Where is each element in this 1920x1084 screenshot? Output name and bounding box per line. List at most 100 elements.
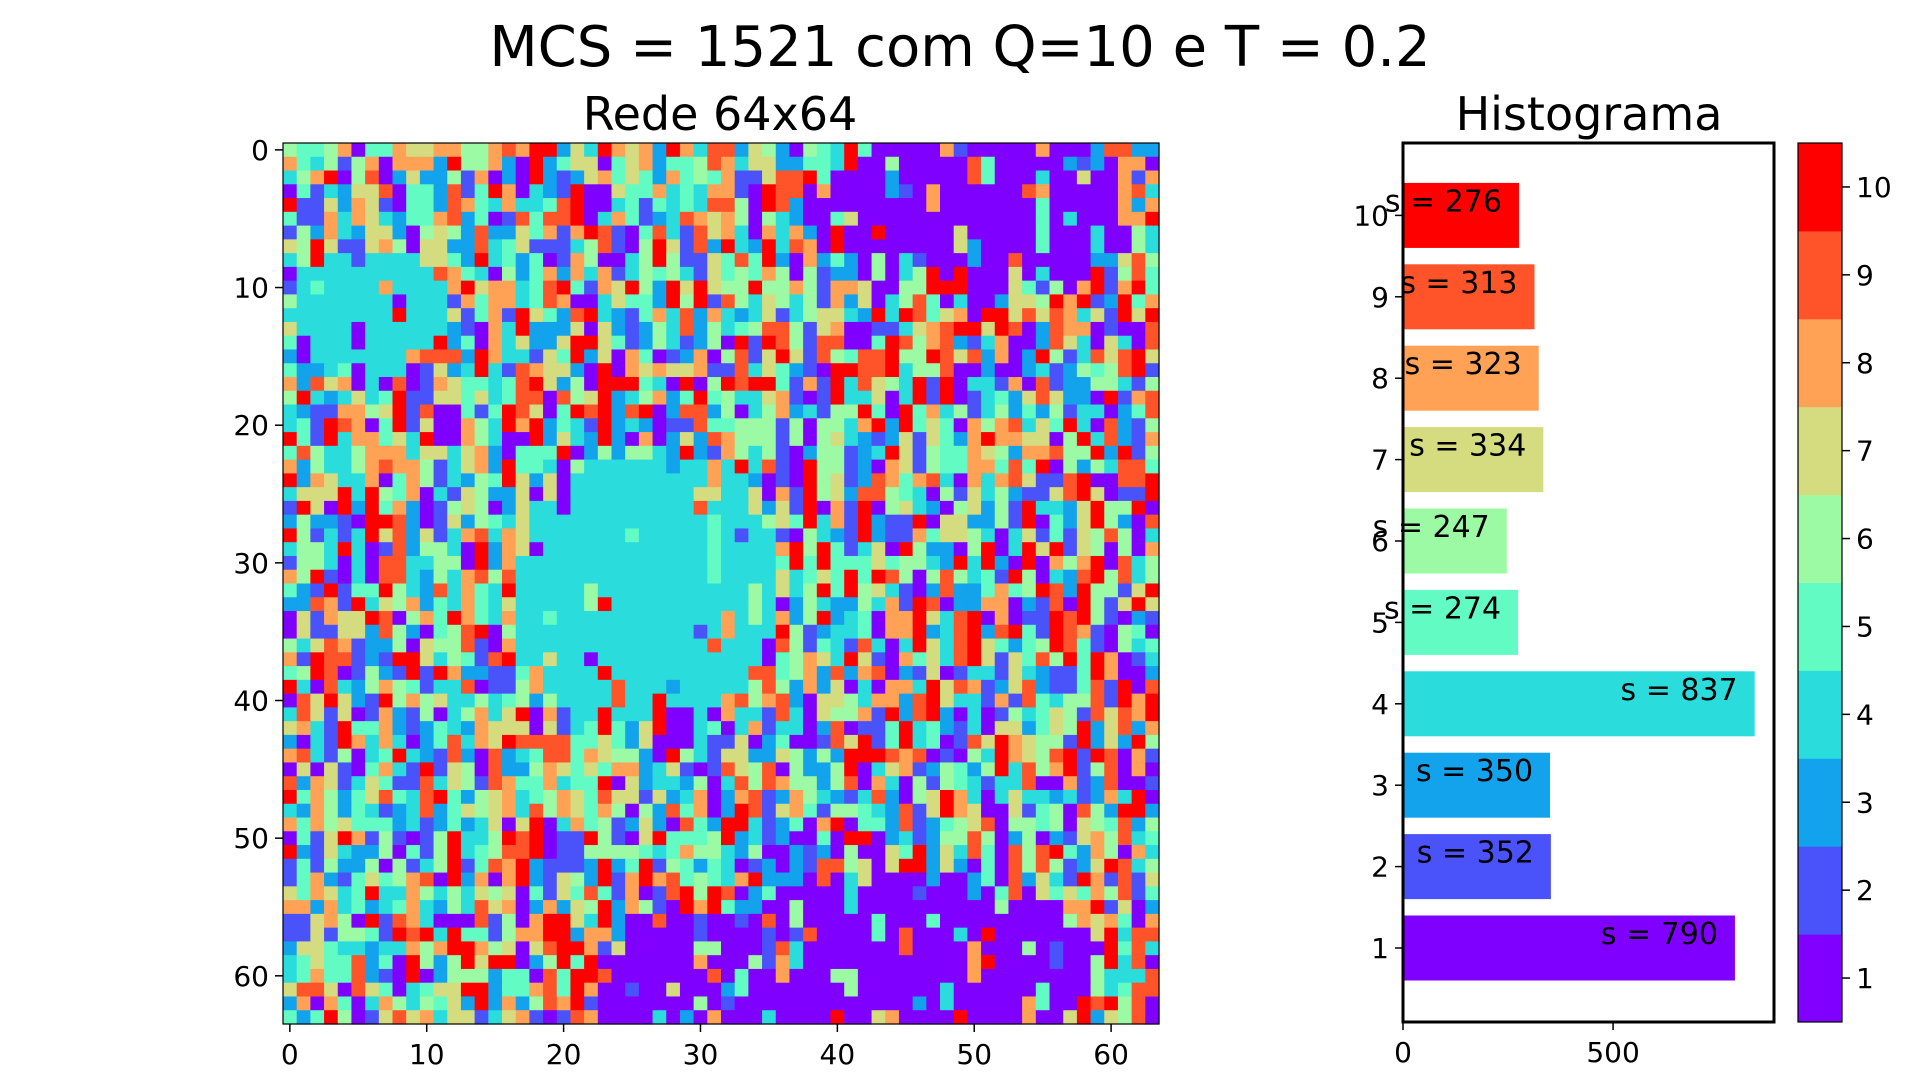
lattice-cell: [351, 225, 366, 240]
lattice-cell: [994, 858, 1010, 874]
lattice-cell: [515, 143, 530, 158]
lattice-cell: [324, 294, 339, 309]
lattice-cell: [1090, 968, 1105, 984]
lattice-cell: [283, 225, 298, 240]
lattice-cell: [898, 652, 914, 667]
lattice-cell: [693, 583, 708, 598]
lattice-cell: [296, 170, 311, 185]
lattice-cell: [844, 913, 859, 929]
lattice-cell: [981, 872, 996, 887]
lattice-cell: [734, 831, 749, 846]
lattice-cell: [488, 335, 503, 351]
lattice-x-tick-label: 20: [546, 1038, 582, 1071]
lattice-cell: [638, 239, 654, 254]
lattice-cell: [994, 542, 1010, 557]
lattice-cell: [419, 611, 435, 626]
lattice-cell: [365, 611, 380, 626]
lattice-cell: [502, 789, 517, 805]
lattice-cell: [1145, 693, 1160, 708]
lattice-cell: [803, 280, 818, 296]
lattice-cell: [474, 377, 489, 392]
lattice-cell: [1035, 225, 1051, 240]
lattice-cell: [502, 707, 517, 722]
lattice-cell: [570, 225, 585, 240]
lattice-cell: [1049, 542, 1064, 557]
lattice-cell: [296, 900, 311, 915]
lattice-cell: [666, 500, 681, 516]
lattice-cell: [789, 445, 804, 461]
lattice-cell: [885, 514, 900, 530]
lattice-cell: [351, 335, 366, 351]
lattice-cell: [337, 776, 353, 791]
lattice-cell: [597, 445, 613, 461]
lattice-cell: [789, 968, 804, 984]
lattice-cell: [378, 803, 394, 819]
lattice-cell: [529, 432, 544, 447]
lattice-cell: [1035, 638, 1051, 653]
lattice-cell: [474, 900, 489, 915]
lattice-cell: [543, 432, 558, 447]
lattice-cell: [857, 941, 873, 956]
lattice-cell: [679, 707, 695, 722]
lattice-cell: [543, 638, 558, 653]
lattice-cell: [652, 624, 667, 640]
lattice-cell: [296, 225, 311, 240]
lattice-cell: [556, 321, 572, 337]
lattice-cell: [994, 500, 1010, 516]
lattice-cell: [693, 377, 708, 392]
lattice-cell: [433, 845, 448, 860]
lattice-cell: [419, 294, 435, 309]
lattice-cell: [419, 514, 435, 530]
lattice-cell: [1090, 886, 1105, 901]
lattice-cell: [1035, 377, 1051, 392]
lattice-cell: [1022, 418, 1037, 433]
lattice-cell: [994, 170, 1010, 185]
lattice-cell: [584, 211, 599, 227]
lattice-cell: [912, 845, 927, 860]
lattice-cell: [515, 858, 530, 874]
lattice-cell: [1145, 789, 1160, 805]
lattice-cell: [679, 459, 695, 474]
lattice-cell: [775, 308, 791, 323]
lattice-cell: [721, 253, 736, 268]
lattice-cell: [1008, 156, 1023, 172]
lattice-cell: [543, 583, 558, 598]
lattice-cell: [310, 845, 325, 860]
lattice-cell: [310, 225, 325, 240]
lattice-cell: [748, 266, 763, 282]
lattice-cell: [830, 982, 845, 998]
lattice-cell: [570, 500, 585, 516]
lattice-cell: [392, 734, 407, 750]
lattice-cell: [666, 143, 681, 158]
lattice-cell: [433, 528, 448, 543]
lattice-cell: [447, 542, 462, 557]
lattice-cell: [283, 611, 298, 626]
lattice-cell: [666, 184, 681, 199]
lattice-cell: [1131, 184, 1146, 199]
lattice-cell: [803, 803, 818, 819]
lattice-cell: [994, 555, 1010, 571]
lattice-cell: [803, 913, 818, 929]
lattice-cell: [762, 280, 777, 296]
lattice-cell: [433, 597, 448, 612]
lattice-cell: [488, 721, 503, 736]
lattice-cell: [816, 1010, 832, 1025]
lattice-cell: [283, 335, 298, 351]
lattice-cell: [871, 652, 886, 667]
lattice-cell: [912, 996, 927, 1011]
lattice-cell: [871, 239, 886, 254]
lattice-cell: [1104, 239, 1119, 254]
lattice-cell: [638, 693, 654, 708]
lattice-cell: [543, 335, 558, 351]
lattice-cell: [666, 542, 681, 557]
lattice-cell: [734, 156, 749, 172]
lattice-cell: [296, 996, 311, 1011]
lattice-cell: [638, 996, 654, 1011]
lattice-cell: [857, 198, 873, 213]
lattice-cell: [981, 198, 996, 213]
lattice-cell: [378, 583, 394, 598]
lattice-cell: [844, 404, 859, 419]
lattice-cell: [1076, 776, 1092, 791]
lattice-cell: [721, 432, 736, 447]
lattice-cell: [365, 721, 380, 736]
